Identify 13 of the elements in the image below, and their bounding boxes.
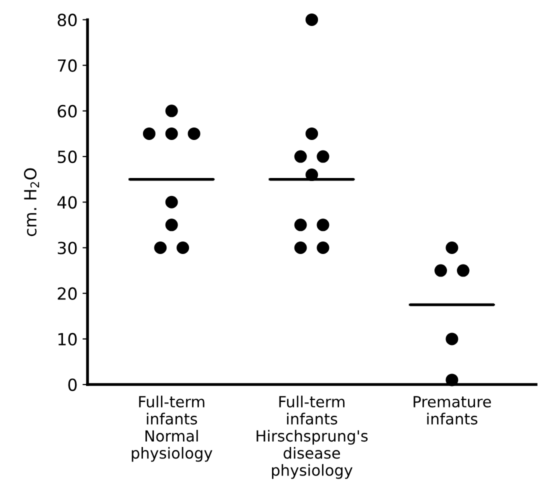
y-tick-label: 80 [58,14,77,26]
x-tick-label: Full-term infants Hirschsprung's disease physiology [256,396,368,479]
y-tick-label: 70 [58,59,77,72]
y-tick-label: 60 [58,104,77,118]
y-tick-label: 0 [68,378,77,392]
y-axis-title: cm. H$_{2}$O [24,168,40,236]
y-tick-label: 10 [58,332,77,346]
y-tick-label: 40 [57,196,77,209]
y-tick-label: 30 [58,242,77,254]
x-tick-label: Full-term infants Normal physiology [132,396,212,462]
y-tick-label: 20 [58,287,77,300]
y-tick-label: 50 [58,150,77,164]
x-tick-label: Premature infants [414,396,491,425]
